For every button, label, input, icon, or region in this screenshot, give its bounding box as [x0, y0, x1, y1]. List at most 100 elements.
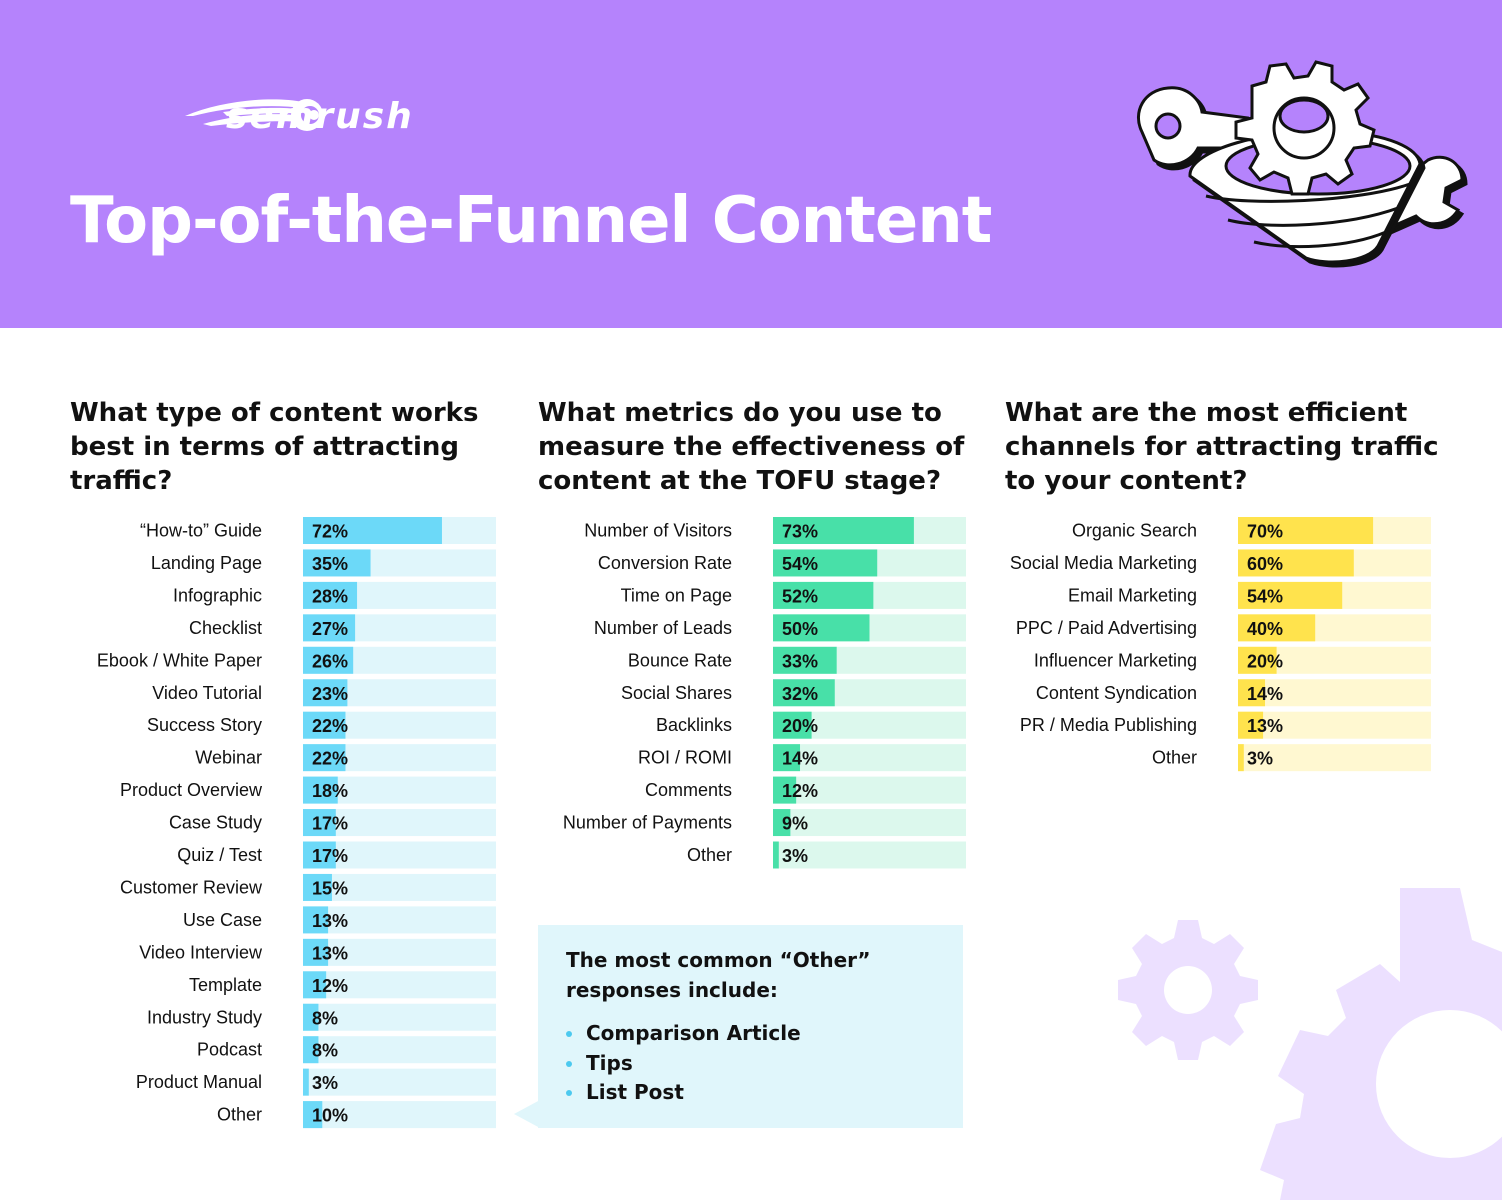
brand-name: semrush — [226, 96, 414, 137]
category-label: Case Study — [169, 813, 262, 833]
category-label: Email Marketing — [1068, 585, 1197, 605]
callout-list-item: Comparison Article — [566, 1019, 801, 1049]
value-label: 20% — [1247, 651, 1283, 671]
bar — [773, 744, 801, 772]
bar — [303, 1101, 323, 1129]
value-label: 32% — [782, 684, 818, 704]
bar-track — [1238, 711, 1431, 739]
category-label: Time on Page — [621, 585, 732, 605]
category-label: Customer Review — [120, 877, 263, 897]
category-label: Landing Page — [151, 553, 262, 573]
chart-content-type: “How-to” Guide 72% Landing Page 35% Infograp… — [60, 517, 500, 1137]
category-label: Infographic — [173, 585, 262, 605]
category-label: Quiz / Test — [177, 845, 262, 865]
value-label: 17% — [312, 846, 348, 866]
bar — [303, 517, 442, 544]
callout-item-label: List Post — [586, 1080, 684, 1104]
category-label: Checklist — [189, 618, 262, 638]
bar — [303, 971, 327, 999]
bar — [303, 581, 358, 609]
bar — [773, 841, 779, 869]
value-label: 54% — [782, 554, 818, 574]
category-label: Other — [687, 845, 732, 865]
category-label: Other — [1152, 748, 1197, 768]
gear-decoration-icon — [1118, 888, 1502, 1200]
value-label: 72% — [312, 522, 348, 542]
bar-track — [303, 938, 496, 966]
value-label: 52% — [782, 586, 818, 606]
bar — [303, 906, 329, 934]
bar — [773, 517, 914, 544]
bar-track — [303, 1036, 496, 1064]
bar — [303, 873, 332, 901]
value-label: 12% — [312, 976, 348, 996]
callout-list: Comparison Article Tips List Post — [566, 1019, 801, 1108]
bar — [303, 679, 348, 707]
category-label: PPC / Paid Advertising — [1016, 618, 1197, 638]
category-label: Bounce Rate — [628, 650, 732, 670]
category-label: Number of Leads — [594, 618, 732, 638]
semrush-logo-icon — [185, 99, 323, 131]
category-label: PR / Media Publishing — [1020, 715, 1197, 735]
value-label: 14% — [782, 749, 818, 769]
bar — [303, 938, 329, 966]
category-label: Social Shares — [621, 683, 732, 703]
value-label: 14% — [1247, 684, 1283, 704]
chart-content-type-svg: “How-to” Guide 72% Landing Page 35% Infograp… — [97, 517, 496, 1129]
bullet-icon — [566, 1031, 572, 1037]
value-label: 33% — [782, 651, 818, 671]
bar — [303, 1003, 319, 1031]
callout-item-label: Comparison Article — [586, 1021, 801, 1045]
bar — [1238, 549, 1354, 577]
category-label: “How-to” Guide — [140, 521, 262, 541]
chart-traffic-channels-svg: Organic Search 70% Social Media Marketing 6… — [1010, 517, 1431, 772]
chart-tofu-metrics-svg: Number of Visitors 73% Conversion Rate 54% T… — [563, 517, 966, 869]
bar — [303, 549, 371, 577]
value-label: 8% — [312, 1041, 338, 1061]
bullet-icon — [566, 1060, 572, 1067]
bar-track — [773, 809, 966, 837]
category-label: Backlinks — [656, 715, 732, 735]
bar — [303, 711, 346, 739]
callout-title: The most common “Other” responses includ… — [566, 948, 871, 1002]
value-label: 70% — [1247, 522, 1283, 542]
bar — [303, 646, 354, 674]
bar — [773, 646, 837, 674]
value-label: 28% — [312, 586, 348, 606]
category-label: Conversion Rate — [598, 553, 732, 573]
value-label: 13% — [312, 911, 348, 931]
bar — [1238, 581, 1343, 609]
value-label: 27% — [312, 619, 348, 639]
value-label: 3% — [1247, 749, 1273, 769]
bar — [773, 549, 878, 577]
category-label: Other — [217, 1105, 262, 1125]
bar-track — [1238, 744, 1431, 772]
bar — [303, 841, 336, 869]
category-label: Organic Search — [1072, 521, 1197, 541]
callout-list-item: List Post — [566, 1078, 801, 1108]
bar — [1238, 646, 1277, 674]
value-label: 13% — [1247, 716, 1283, 736]
page-title: Top-of-the-Funnel Content — [70, 184, 992, 258]
value-label: 54% — [1247, 586, 1283, 606]
value-label: 8% — [312, 1008, 338, 1028]
callout-list-item: Tips — [566, 1049, 801, 1079]
value-label: 17% — [312, 814, 348, 834]
value-label: 10% — [312, 1106, 348, 1126]
funnel-gear-wrench-icon — [1136, 60, 1468, 268]
callout-pointer — [514, 1100, 540, 1128]
callout-item-label: Tips — [586, 1050, 633, 1075]
category-label: Video Tutorial — [152, 683, 262, 703]
chart-traffic-channels: Organic Search 70% Social Media Marketing 6… — [995, 517, 1435, 782]
category-label: Product Manual — [136, 1072, 262, 1092]
category-label: Podcast — [197, 1040, 262, 1060]
header-banner: semrush Top-of-the-Funnel Content — [0, 0, 1502, 328]
bar-track — [303, 1003, 496, 1031]
value-label: 15% — [312, 878, 348, 898]
category-label: Influencer Marketing — [1034, 650, 1197, 670]
value-label: 20% — [782, 716, 818, 736]
bar-track — [773, 744, 966, 772]
bar — [303, 1036, 319, 1064]
bar — [1238, 679, 1266, 707]
question-content-type: What type of content works best in terms… — [70, 398, 479, 496]
